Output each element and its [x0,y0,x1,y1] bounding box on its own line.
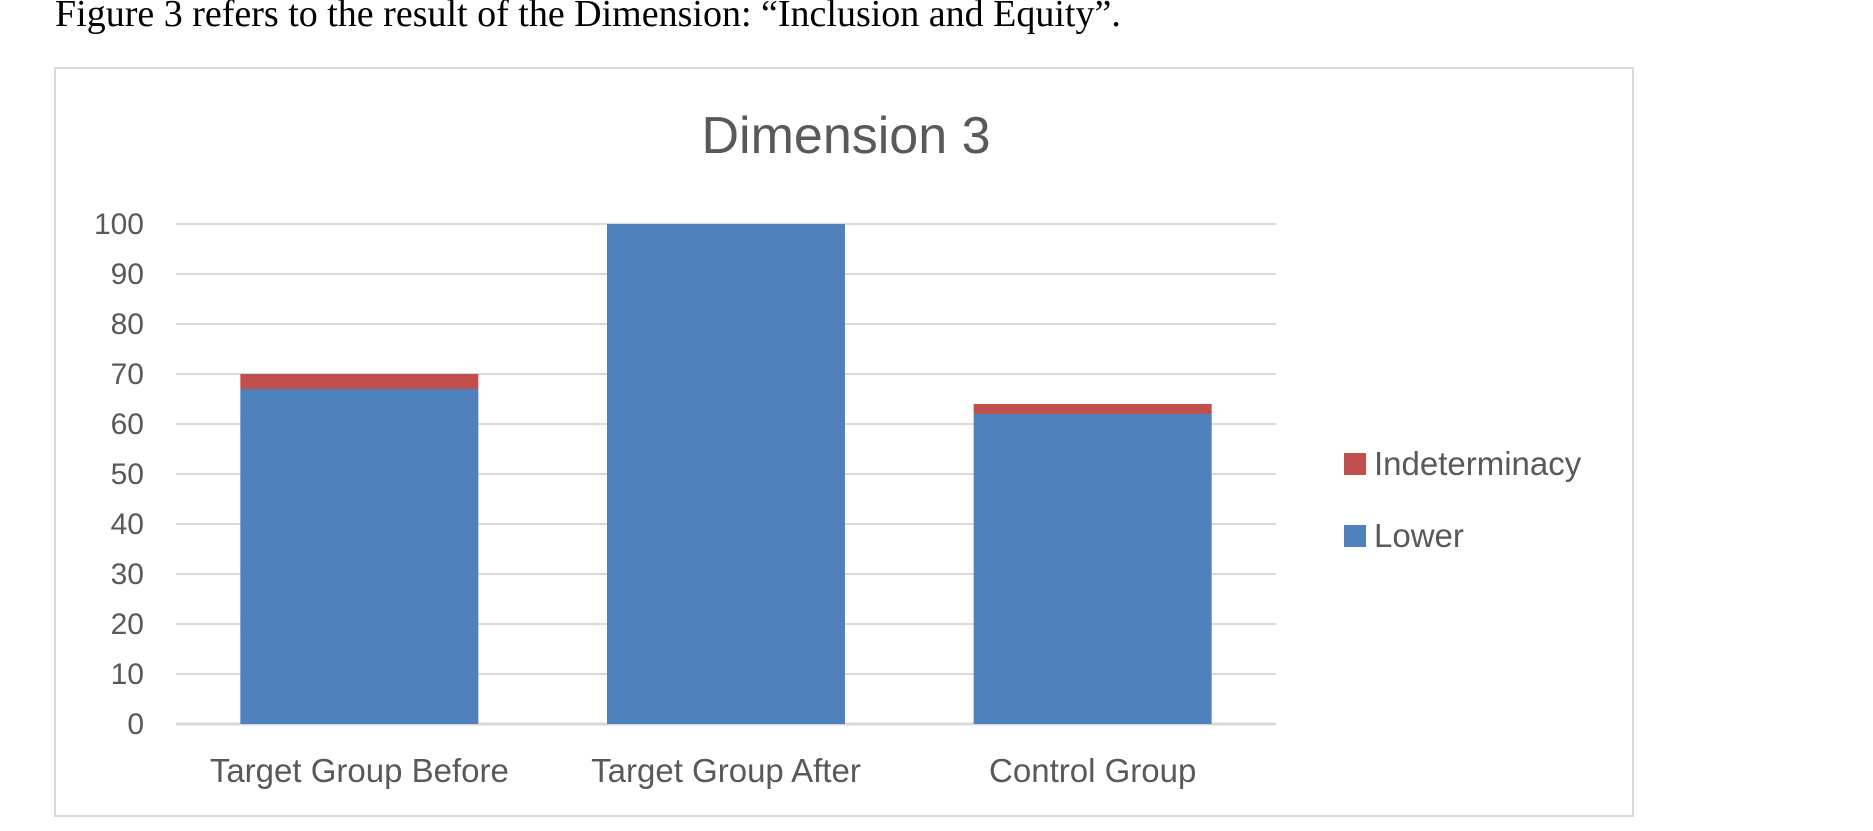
legend-label-indeterminacy: Indeterminacy [1374,445,1582,482]
y-tick-label: 90 [111,258,144,291]
legend-label-lower: Lower [1374,517,1464,554]
bar-indeterminacy-0 [240,374,479,389]
figure-caption: Figure 3 refers to the result of the Dim… [55,0,1121,35]
y-tick-label: 20 [111,608,144,641]
y-tick-label: 40 [111,508,144,541]
y-tick-label: 100 [94,208,144,241]
y-tick-label: 30 [111,558,144,591]
y-tick-label: 50 [111,458,144,491]
legend-swatch-indeterminacy [1344,453,1366,475]
bars [240,224,1212,724]
x-category-label: Target Group After [591,752,861,789]
y-tick-label: 10 [111,658,144,691]
x-category-label: Target Group Before [210,752,509,789]
y-axis: 0 10 20 30 40 50 60 70 80 90 100 [94,208,144,741]
y-tick-label: 70 [111,358,144,391]
legend: Indeterminacy Lower [1344,445,1582,554]
bar-indeterminacy-2 [973,404,1212,414]
y-tick-label: 80 [111,308,144,341]
y-tick-label: 0 [127,708,144,741]
x-axis: Target Group Before Target Group After Con… [210,752,1196,789]
y-tick-label: 60 [111,408,144,441]
bar-lower-0 [240,389,479,724]
bar-lower-1 [607,224,845,724]
bar-lower-2 [973,414,1212,724]
chart-title: Dimension 3 [701,107,990,165]
bar-chart: Dimension 3 0 10 20 30 40 50 60 70 80 90 100 Targe… [94,107,1582,789]
x-category-label: Control Group [989,752,1196,789]
legend-swatch-lower [1344,525,1366,547]
chart-area: Dimension 3 0 10 20 30 40 50 60 70 80 90 100 Targe… [54,67,1634,817]
